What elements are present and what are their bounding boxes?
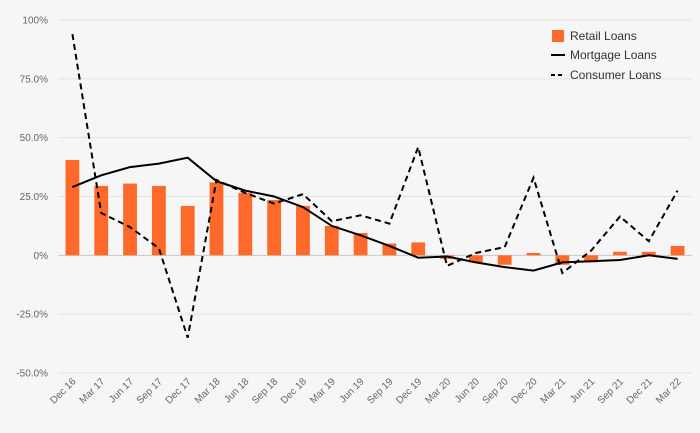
- bar-retail-loans: [324, 225, 339, 256]
- x-tick-label: Sep 21: [596, 376, 626, 406]
- loan-lines: [71, 33, 679, 339]
- y-tick-label: 25.0%: [20, 192, 48, 203]
- y-tick-label: -50.0%: [16, 369, 48, 380]
- bar-retail-loans: [123, 183, 137, 256]
- y-axis-tick-labels: 100% 75.0% 50.0% 25.0% 0% -25.0% -50.0%: [16, 16, 48, 380]
- bar-retail-loans: [584, 255, 599, 263]
- bar-retail-loans: [641, 251, 656, 256]
- legend: Retail Loans Mortgage Loans Consumer Loa…: [551, 29, 661, 82]
- line-consumer-loans: [71, 33, 679, 339]
- x-tick-label: Mar 19: [308, 376, 338, 406]
- x-tick-label: Mar 22: [654, 376, 684, 406]
- y-tick-label: 50.0%: [20, 133, 48, 144]
- legend-label-consumer-loans: Consumer Loans: [570, 68, 661, 82]
- x-tick-label: Jun 19: [338, 376, 367, 405]
- x-tick-label: Dec 19: [394, 376, 424, 406]
- bar-retail-loans: [151, 185, 166, 256]
- bar-retail-loans: [670, 245, 685, 256]
- x-tick-label: Jun 21: [568, 376, 597, 405]
- bar-retail-loans: [267, 200, 282, 256]
- bar-retail-loans: [468, 255, 483, 263]
- x-tick-label: Mar 20: [423, 376, 453, 406]
- y-tick-label: 100%: [22, 16, 48, 27]
- x-tick-label: Dec 20: [509, 376, 539, 406]
- x-tick-label: Sep 17: [135, 376, 165, 406]
- x-tick-label: Jun 17: [107, 376, 136, 405]
- x-tick-label: Mar 17: [78, 376, 108, 406]
- bar-retail-loans: [209, 182, 224, 256]
- x-tick-label: Dec 21: [625, 376, 655, 406]
- bar-retail-loans: [497, 255, 512, 265]
- bar-retail-loans: [555, 255, 570, 265]
- legend-label-mortgage-loans: Mortgage Loans: [570, 48, 657, 62]
- x-tick-label: Mar 21: [539, 376, 569, 406]
- legend-swatch-retail-loans: [552, 30, 564, 42]
- x-tick-label: Sep 20: [481, 376, 511, 406]
- bar-retail-loans: [382, 243, 397, 256]
- bar-retail-loans: [353, 232, 368, 256]
- x-tick-label: Dec 18: [279, 376, 309, 406]
- x-tick-label: Jun 20: [453, 376, 482, 405]
- bar-retail-loans: [94, 185, 109, 256]
- bar-retail-loans: [65, 160, 80, 256]
- bar-retail-loans: [296, 205, 310, 256]
- bar-retail-loans: [526, 252, 541, 256]
- y-tick-label: 75.0%: [20, 74, 48, 85]
- x-tick-label: Sep 18: [250, 376, 280, 406]
- x-tick-label: Dec 17: [164, 376, 194, 406]
- x-tick-label: Jun 18: [222, 376, 251, 405]
- x-tick-label: Dec 16: [48, 376, 78, 406]
- y-tick-label: -25.0%: [16, 310, 48, 321]
- y-tick-label: 0%: [34, 251, 49, 262]
- x-tick-label: Mar 18: [193, 376, 223, 406]
- bar-retail-loans: [411, 242, 426, 256]
- bar-retail-loans: [613, 251, 627, 256]
- retail-loans-bars: [65, 160, 685, 265]
- bar-retail-loans: [180, 205, 195, 256]
- bar-retail-loans: [238, 192, 253, 256]
- legend-label-retail-loans: Retail Loans: [570, 29, 637, 43]
- x-tick-label: Sep 19: [365, 376, 395, 406]
